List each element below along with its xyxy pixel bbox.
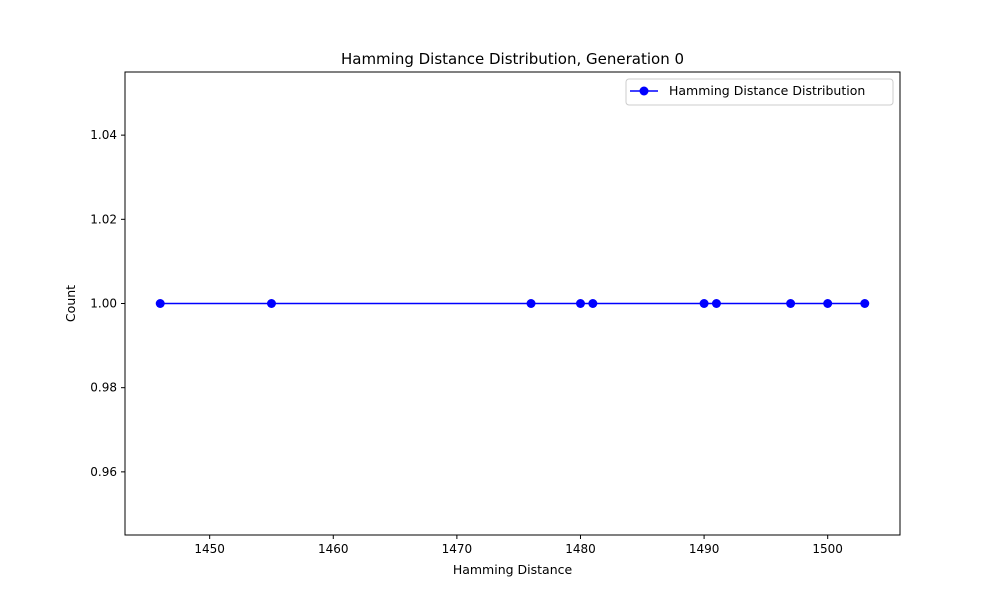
x-axis-ticks: 1450 1460 1470 1480 1490 1500 [194,535,843,556]
data-point [575,299,585,308]
legend: Hamming Distance Distribution [625,78,894,106]
chart-title: Hamming Distance Distribution, Generatio… [341,50,684,68]
legend-label: Hamming Distance Distribution [669,83,865,98]
legend-marker-swatch [639,86,649,96]
y-axis-ticks: 0.96 0.98 1.00 1.02 1.04 [90,128,125,479]
legend-box [625,78,894,106]
data-point [860,299,870,308]
y-tick-label: 1.04 [90,128,117,142]
data-point [155,299,165,308]
x-tick-label: 1460 [318,542,349,556]
y-axis-title: Count [63,285,78,322]
y-tick-label: 1.00 [90,297,117,311]
y-tick-label: 1.02 [90,212,117,226]
plot-area [155,299,870,308]
data-point [526,299,536,308]
y-tick-label: 0.96 [90,465,117,479]
data-point [823,299,833,308]
y-tick-label: 0.98 [90,381,117,395]
data-point [699,299,709,308]
x-axis-title: Hamming Distance [453,562,573,577]
x-tick-label: 1470 [442,542,473,556]
data-point [266,299,276,308]
x-tick-label: 1500 [812,542,843,556]
data-point [711,299,721,308]
x-tick-label: 1490 [689,542,720,556]
data-point [786,299,796,308]
x-tick-label: 1450 [194,542,225,556]
x-tick-label: 1480 [565,542,596,556]
data-point [588,299,598,308]
